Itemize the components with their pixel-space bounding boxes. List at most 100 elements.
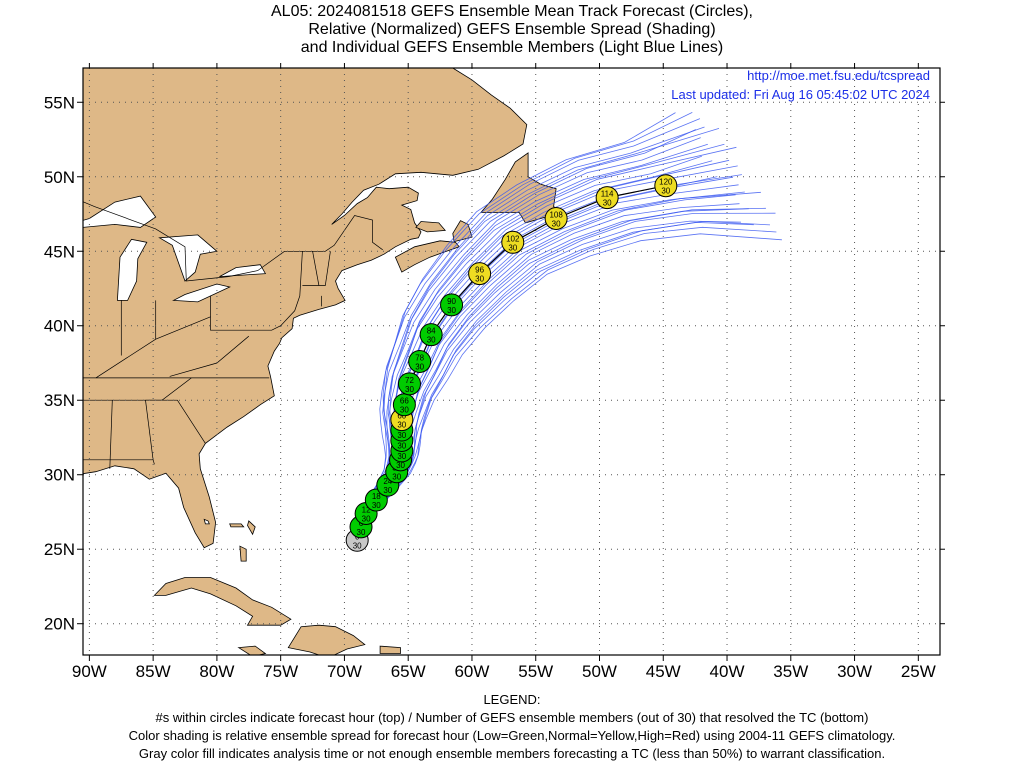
forecast-hour-label: 84 xyxy=(427,327,436,336)
state-lines-gulf xyxy=(83,459,155,465)
forecast-hour-label: 96 xyxy=(475,266,484,275)
member-count-label: 30 xyxy=(661,187,670,196)
y-tick-label: 40N xyxy=(44,317,75,336)
y-tick-label: 45N xyxy=(44,242,75,261)
lake-erie xyxy=(172,283,231,303)
state-lines-ny-vt xyxy=(302,251,331,286)
y-tick-label: 50N xyxy=(44,168,75,187)
x-tick-label: 55W xyxy=(518,662,553,681)
forecast-hour-label: 12 xyxy=(362,505,371,514)
lake-huron xyxy=(158,234,218,282)
x-tick-label: 45W xyxy=(646,662,681,681)
mean-track-circle xyxy=(408,350,432,373)
cuba-land xyxy=(153,577,292,626)
y-tick-label: 25N xyxy=(44,540,75,559)
andros-land xyxy=(239,545,247,562)
grand-bahama-land xyxy=(229,523,245,528)
puerto-rico-land xyxy=(379,645,401,654)
y-tick-label: 35N xyxy=(44,391,75,410)
forecast-hour-label: 18 xyxy=(372,492,381,501)
abaco-land xyxy=(247,520,256,536)
legend-line-1: #s within circles indicate forecast hour… xyxy=(155,710,869,725)
mean-track-circle xyxy=(419,323,443,347)
x-tick-label: 30W xyxy=(837,662,872,681)
member-count-label: 30 xyxy=(362,514,371,523)
x-tick-label: 25W xyxy=(901,662,936,681)
state-lines-nh xyxy=(312,251,320,286)
member-count-label: 30 xyxy=(357,528,366,537)
member-count-label: 30 xyxy=(603,199,612,208)
member-count-label: 30 xyxy=(353,541,362,550)
member-count-label: 30 xyxy=(392,473,401,482)
x-tick-label: 40W xyxy=(710,662,745,681)
last-updated-text: Last updated: Fri Aug 16 05:45:02 UTC 20… xyxy=(671,87,930,102)
x-tick-label: 70W xyxy=(327,662,362,681)
member-count-label: 30 xyxy=(508,243,517,252)
source-url-link[interactable]: http://moe.met.fsu.edu/tcspread xyxy=(747,68,930,83)
member-count-label: 30 xyxy=(552,219,561,228)
lake-okeechobee xyxy=(203,518,210,525)
forecast-hour-label: 114 xyxy=(601,190,614,199)
forecast-hour-label: 60 xyxy=(397,412,406,421)
member-count-label: 30 xyxy=(397,421,406,430)
chart-title-line-1: AL05: 2024081518 GEFS Ensemble Mean Trac… xyxy=(271,3,753,20)
legend-line-3: Gray color fill indicates analysis time … xyxy=(138,746,886,761)
chart-title-line-2: Relative (Normalized) GEFS Ensemble Spre… xyxy=(308,21,716,38)
x-tick-label: 85W xyxy=(136,662,171,681)
state-lines-al xyxy=(109,400,113,469)
mean-track-layer: 0306301230183024303030363042304830543060… xyxy=(345,174,678,552)
lake-michigan xyxy=(116,238,148,301)
member-count-label: 30 xyxy=(396,461,405,470)
x-tick-label: 90W xyxy=(72,662,107,681)
x-tick-label: 80W xyxy=(199,662,234,681)
x-tick-label: 35W xyxy=(773,662,808,681)
mean-track-circle xyxy=(595,186,619,210)
legend-heading: LEGEND: xyxy=(483,692,541,707)
jamaica-land xyxy=(237,645,267,655)
north-america-land xyxy=(83,68,528,549)
plot-frame xyxy=(82,67,941,656)
state-lines-al-ga xyxy=(145,400,154,460)
forecast-hour-label: 102 xyxy=(506,234,520,243)
y-tick-label: 55N xyxy=(44,93,75,112)
x-tick-label: 75W xyxy=(263,662,298,681)
mean-track-circle xyxy=(544,206,568,230)
member-count-label: 30 xyxy=(397,431,406,440)
mean-track-circle xyxy=(397,372,421,396)
forecast-hour-label: 108 xyxy=(549,210,563,219)
x-tick-label: 65W xyxy=(391,662,426,681)
legend-line-2: Color shading is relative ensemble sprea… xyxy=(128,728,896,743)
forecast-hour-label: 90 xyxy=(447,297,456,306)
member-count-label: 30 xyxy=(405,385,414,394)
mean-track-circle xyxy=(654,174,678,198)
member-count-label: 30 xyxy=(372,501,381,510)
forecast-hour-label: 66 xyxy=(400,397,409,406)
forecast-hour-label: 120 xyxy=(659,178,673,187)
x-tick-label: 50W xyxy=(582,662,617,681)
forecast-hour-label: 24 xyxy=(383,477,392,486)
cape-breton-land xyxy=(452,220,473,243)
member-count-label: 30 xyxy=(447,306,456,315)
us-canada-border xyxy=(83,201,383,282)
grid-layer xyxy=(83,68,940,655)
member-count-label: 30 xyxy=(427,336,436,345)
hispaniola-land xyxy=(287,624,366,655)
axis-layer: 90W 85W 80W 75W 70W 65W 60W 55W 50W 45W 40W 35W 30W 2… xyxy=(44,63,945,681)
x-tick-label: 60W xyxy=(454,662,489,681)
forecast-hour-label: 78 xyxy=(415,354,424,363)
lake-ontario xyxy=(219,264,267,277)
y-tick-label: 30N xyxy=(44,466,75,485)
state-lines-tn xyxy=(83,377,192,401)
member-count-label: 30 xyxy=(475,275,484,284)
